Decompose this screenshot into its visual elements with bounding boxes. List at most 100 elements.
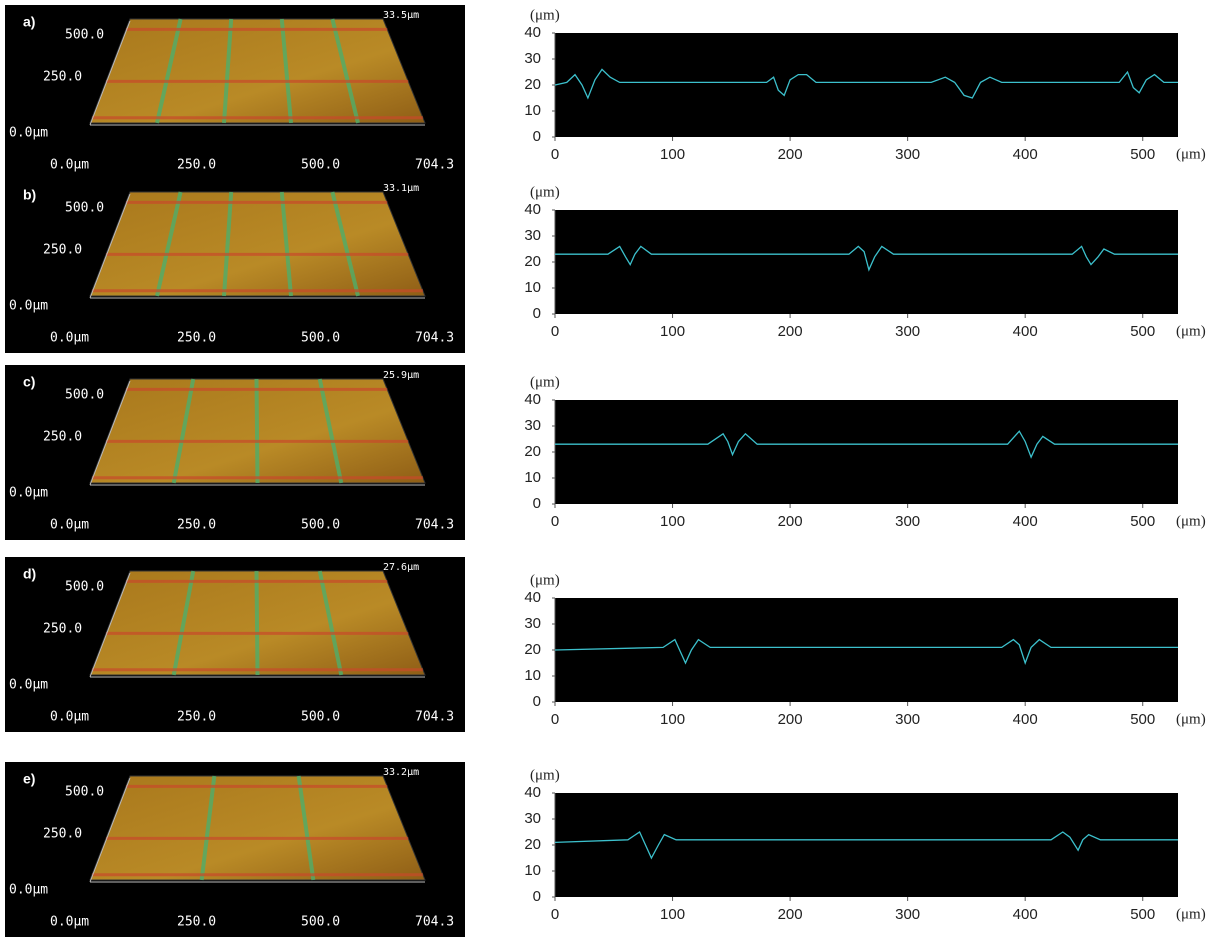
surface-y-tick: 500.0 — [65, 28, 104, 43]
x-axis-label: (μm) — [1176, 906, 1206, 922]
surface-x-tick: 500.0 — [301, 158, 340, 173]
y-tick-label: 10 — [524, 102, 541, 119]
plot-area — [555, 793, 1178, 897]
surface — [90, 19, 425, 123]
x-tick-label: 300 — [895, 146, 920, 163]
max-height: 33.5μm — [383, 10, 419, 21]
y-axis-label: (μm) — [530, 767, 560, 783]
y-tick-label: 10 — [524, 667, 541, 684]
y-tick-label: 40 — [524, 201, 541, 218]
x-tick-label: 300 — [895, 906, 920, 923]
surface-x-tick: 500.0 — [301, 710, 340, 725]
x-tick-label: 300 — [895, 513, 920, 530]
surface-x-tick: 704.3 — [415, 518, 454, 533]
surface-x-tick: 500.0 — [301, 915, 340, 930]
x-tick-label: 400 — [1013, 323, 1038, 340]
surface-y-tick: 0.0μm — [9, 299, 48, 314]
x-tick-label: 400 — [1013, 146, 1038, 163]
surface-y-tick: 500.0 — [65, 201, 104, 216]
max-height: 33.1μm — [383, 183, 419, 194]
figure: a) 33.5μm 500.0 250.0 0.0μm 0.0μm 250.0 500.0 70… — [0, 0, 1214, 942]
x-tick-label: 0 — [551, 323, 559, 340]
panel-label: d) — [23, 566, 36, 582]
y-axis-label: (μm) — [530, 184, 560, 200]
surface-x-tick: 704.3 — [415, 158, 454, 173]
x-tick-label: 100 — [660, 323, 685, 340]
panel-label: c) — [23, 374, 35, 390]
surface-y-tick: 250.0 — [43, 622, 82, 637]
ridge — [257, 379, 258, 483]
x-tick-label: 300 — [895, 711, 920, 728]
surface-x-tick: 704.3 — [415, 915, 454, 930]
y-tick-label: 30 — [524, 810, 541, 827]
x-tick-label: 500 — [1130, 323, 1155, 340]
y-tick-label: 40 — [524, 391, 541, 408]
x-axis-label: (μm) — [1176, 146, 1206, 162]
y-tick-label: 20 — [524, 641, 541, 658]
x-tick-label: 100 — [660, 513, 685, 530]
surface-x-tick: 250.0 — [177, 710, 216, 725]
surface-y-tick: 500.0 — [65, 388, 104, 403]
y-tick-label: 20 — [524, 253, 541, 270]
y-axis-label: (μm) — [530, 374, 560, 390]
y-tick-label: 20 — [524, 76, 541, 93]
surface-x-tick: 250.0 — [177, 518, 216, 533]
surface-x-tick: 0.0μm — [50, 331, 89, 346]
x-axis-label: (μm) — [1176, 711, 1206, 727]
x-tick-label: 500 — [1130, 711, 1155, 728]
max-height: 25.9μm — [383, 370, 419, 381]
y-axis-label: (μm) — [530, 572, 560, 588]
x-tick-label: 300 — [895, 323, 920, 340]
surface-y-tick: 0.0μm — [9, 486, 48, 501]
x-tick-label: 500 — [1130, 906, 1155, 923]
surface-x-tick: 250.0 — [177, 331, 216, 346]
x-tick-label: 0 — [551, 906, 559, 923]
y-tick-label: 30 — [524, 227, 541, 244]
max-height: 27.6μm — [383, 562, 419, 573]
surface-x-tick: 500.0 — [301, 331, 340, 346]
x-tick-label: 200 — [778, 906, 803, 923]
y-tick-label: 0 — [533, 128, 541, 145]
x-tick-label: 200 — [778, 711, 803, 728]
plot-area — [555, 598, 1178, 702]
x-axis-label: (μm) — [1176, 513, 1206, 529]
surface-x-tick: 0.0μm — [50, 518, 89, 533]
y-tick-label: 0 — [533, 305, 541, 322]
x-tick-label: 100 — [660, 146, 685, 163]
y-tick-label: 0 — [533, 693, 541, 710]
x-axis-label: (μm) — [1176, 323, 1206, 339]
surface-x-tick: 250.0 — [177, 158, 216, 173]
x-tick-label: 0 — [551, 513, 559, 530]
x-tick-label: 0 — [551, 711, 559, 728]
surface-y-tick: 250.0 — [43, 243, 82, 258]
surface-y-tick: 250.0 — [43, 827, 82, 842]
x-tick-label: 400 — [1013, 711, 1038, 728]
y-tick-label: 20 — [524, 836, 541, 853]
surface-x-tick: 0.0μm — [50, 915, 89, 930]
surface-x-tick: 250.0 — [177, 915, 216, 930]
x-tick-label: 200 — [778, 146, 803, 163]
surface-x-tick: 0.0μm — [50, 158, 89, 173]
y-tick-label: 10 — [524, 862, 541, 879]
x-tick-label: 100 — [660, 906, 685, 923]
surface — [90, 192, 425, 296]
surface-y-tick: 500.0 — [65, 580, 104, 595]
surface-y-tick: 0.0μm — [9, 883, 48, 898]
max-height: 33.2μm — [383, 767, 419, 778]
panel-label: a) — [23, 14, 35, 30]
ridge — [257, 571, 258, 675]
y-tick-label: 30 — [524, 615, 541, 632]
y-tick-label: 10 — [524, 469, 541, 486]
y-tick-label: 40 — [524, 784, 541, 801]
surface-y-tick: 0.0μm — [9, 126, 48, 141]
y-tick-label: 30 — [524, 50, 541, 67]
x-tick-label: 200 — [778, 323, 803, 340]
surface-y-tick: 500.0 — [65, 785, 104, 800]
surface — [90, 776, 425, 880]
surface-y-tick: 0.0μm — [9, 678, 48, 693]
plot-area — [555, 33, 1178, 137]
